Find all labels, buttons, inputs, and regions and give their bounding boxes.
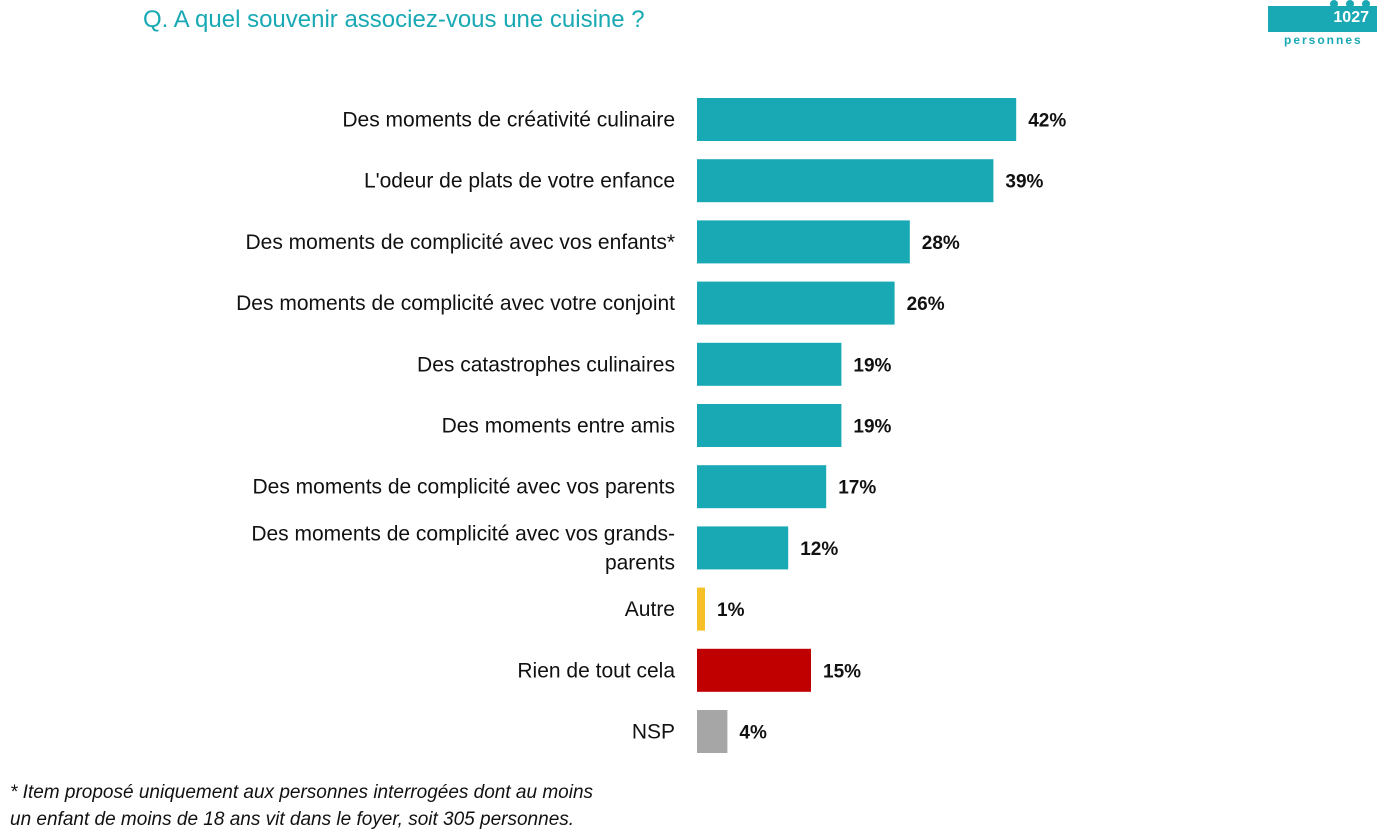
bar-4	[697, 342, 842, 386]
bar-value-label-3: 26%	[907, 294, 945, 315]
bar-6	[697, 465, 827, 509]
bar-value-label-5: 19%	[853, 417, 891, 438]
bar-value-label-7: 12%	[800, 539, 838, 560]
bar-value-label-10: 4%	[739, 723, 767, 744]
respondents-badge-box	[1268, 6, 1377, 32]
bar-value-label-6: 17%	[838, 478, 876, 499]
bar-value-label-4: 19%	[853, 355, 891, 376]
category-label-1: L'odeur de plats de votre enfance	[364, 170, 675, 193]
respondents-count: 1027	[1333, 9, 1369, 26]
bar-0	[697, 98, 1017, 141]
bar-8	[697, 587, 705, 631]
bar-value-label-2: 28%	[922, 233, 960, 254]
respondents-badge: 1027 personnes	[1268, 0, 1377, 50]
category-label-0: Des moments de créativité culinaire	[342, 109, 675, 132]
footnote: * Item proposé uniquement aux personnes …	[10, 779, 670, 833]
respondents-label: personnes	[1284, 33, 1363, 47]
bar-value-label-9: 15%	[823, 661, 861, 682]
category-label-4: Des catastrophes culinaires	[417, 353, 675, 376]
category-label-10: NSP	[632, 721, 675, 744]
bar-2	[697, 220, 910, 264]
category-label-5: Des moments entre amis	[442, 415, 675, 438]
category-label-8: Autre	[625, 598, 675, 621]
bar-9	[697, 648, 811, 692]
category-label-9: Rien de tout cela	[517, 659, 675, 682]
category-label-6: Des moments de complicité avec vos paren…	[252, 476, 675, 499]
category-label-2: Des moments de complicité avec vos enfan…	[245, 231, 675, 254]
footnote-line-2: un enfant de moins de 18 ans vit dans le…	[10, 809, 575, 830]
footnote-line-1: * Item proposé uniquement aux personnes …	[10, 782, 594, 803]
category-label-3: Des moments de complicité avec votre con…	[236, 292, 675, 315]
bar-5	[697, 404, 842, 447]
bar-7	[697, 526, 789, 570]
bar-value-label-0: 42%	[1028, 111, 1066, 132]
chart-title: Q. A quel souvenir associez-vous une cui…	[143, 6, 645, 33]
bar-value-label-1: 39%	[1005, 172, 1043, 193]
category-label-7: Des moments de complicité avec vos grand…	[251, 522, 675, 574]
bar-3	[697, 281, 895, 325]
bar-value-label-8: 1%	[717, 600, 745, 621]
bar-1	[697, 159, 994, 203]
bar-10	[697, 710, 728, 753]
